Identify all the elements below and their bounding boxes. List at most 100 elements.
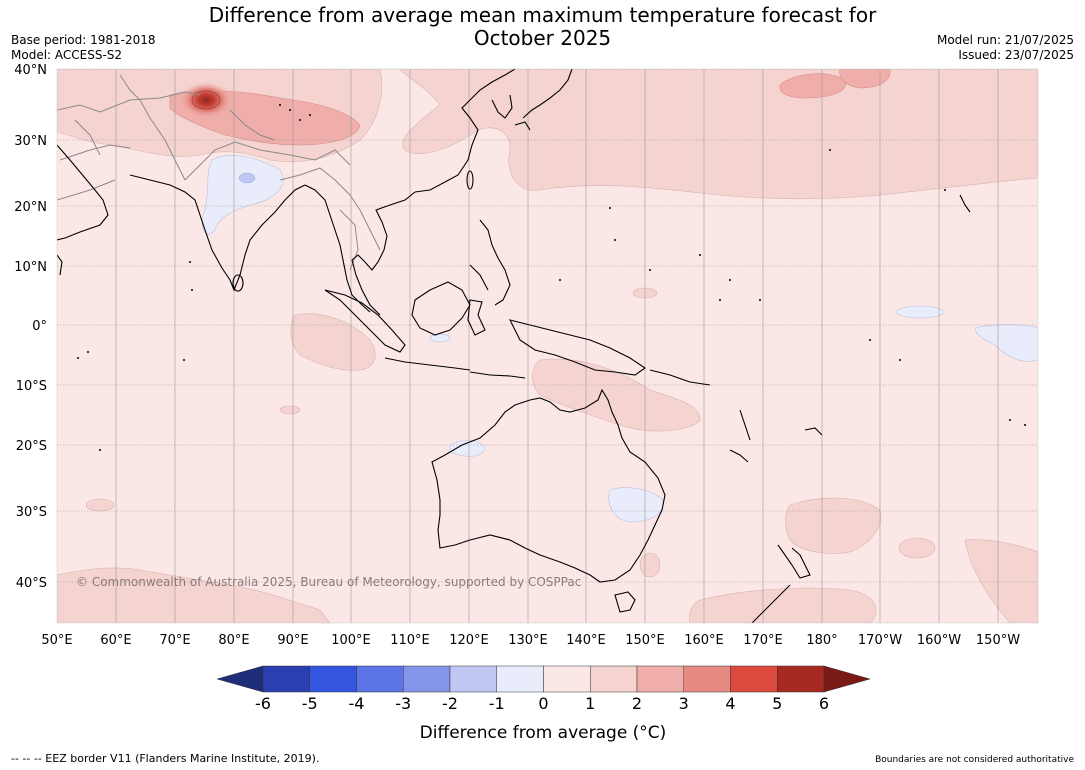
colorbar-cells [262,665,825,693]
model-name: Model: ACCESS-S2 [11,48,123,62]
anomaly-zone-south-pacific-left [57,567,331,623]
anomaly-zone-coral-sea [532,358,701,432]
coast-borneo [411,281,471,336]
lon-label: 160°W [917,633,961,648]
map-title: Difference from average mean maximum tem… [0,4,1085,50]
coast-solomon [649,369,711,386]
colorbar-tick-label: -1 [489,694,505,713]
meta-right: Model run: 21/07/2025 Issued: 23/07/2025 [937,33,1074,63]
coast-malay [351,259,381,316]
lon-label: 120°E [449,633,489,648]
coast-sulawesi [467,299,486,336]
colorbar-cell [309,665,357,693]
colorbar-cell [356,665,404,693]
colorbar-cell [403,665,451,693]
lon-label: 90°E [277,633,308,648]
lon-label: 170°E [743,633,783,648]
lon-label: 110°E [390,633,430,648]
anomaly-zone-pacific-cool [974,324,1038,362]
coast-japan [522,69,573,119]
latitude-labels: 40°N 30°N 20°N 10°N 0° 10°S 20°S 30°S 40… [14,63,47,591]
coast-australia [431,388,666,583]
anomaly-zone-tasman [689,587,877,623]
lon-label: 100°E [331,633,371,648]
lon-label: 50°E [41,633,72,648]
colorbar-arrow-high [823,665,871,693]
coast-vanuatu [739,409,751,441]
coast-japan-south [514,121,531,131]
colorbar-title: Difference from average (°C) [420,723,667,743]
coast-arabia [57,144,109,241]
coast-sumatra [324,289,406,353]
coast-bangladesh-myanmar [304,184,371,313]
coast-korea [491,94,513,119]
colorbar-arrow-low [216,665,264,693]
title-line-1: Difference from average mean maximum tem… [208,3,877,27]
colorbar-tick-label: 6 [819,694,829,713]
colorbar-cell [730,665,778,693]
colorbar-tick-label: -6 [255,694,271,713]
colorbar-tick-label: -5 [302,694,318,713]
lon-label: 150°W [976,633,1020,648]
colorbar-tick-labels: -6 -5 -4 -3 -2 -1 0 1 2 3 4 5 6 [255,694,829,713]
colorbar-cell [449,665,497,693]
gridlines [57,69,1038,623]
coast-philippines-2 [469,264,489,291]
anomaly-zone-small-4 [639,552,661,578]
issued-date: Issued: 23/07/2025 [958,48,1074,62]
lon-label: 60°E [100,633,131,648]
coast-taiwan [466,170,474,190]
coast-new-caledonia [729,449,749,463]
colorbar-cell [683,665,731,693]
lon-label: 150°E [625,633,665,648]
colorbar-tick-label: 0 [538,694,548,713]
lat-label: 30°S [16,505,47,520]
colorbar-cell [543,665,591,693]
island-dots [77,104,1026,451]
lat-label: 10°N [14,260,47,275]
copyright-text: © Commonwealth of Australia 2025, Bureau… [76,575,581,589]
colorbar-tick-label: 1 [585,694,595,713]
coast-new-zealand-north [777,544,811,579]
coastlines [57,69,971,623]
colorbar-cell [496,665,544,693]
colorbar-cell [262,665,310,693]
longitude-labels: 50°E 60°E 70°E 80°E 90°E 100°E 110°E 120… [41,633,1020,648]
colorbar-tick-label: -3 [395,694,411,713]
coast-java [384,357,471,371]
lon-label: 180° [806,633,837,648]
lat-label: 40°N [14,63,47,78]
lat-label: 0° [32,319,47,334]
anomaly-hotspot-contour [191,90,221,110]
lon-label: 80°E [218,633,249,648]
lon-label: 170°W [858,633,902,648]
coast-sri-lanka [232,274,244,292]
colorbar-tick-label: 5 [772,694,782,713]
anomaly-zone-small-2 [279,405,301,415]
anomaly-zone-pacific-cool-2 [895,305,945,319]
coast-lesser-sunda [469,371,526,379]
lat-label: 40°S [16,576,47,591]
eez-border-note: -- -- -- EEZ border V11 (Flanders Marine… [11,752,320,765]
anomaly-zone-south-east [964,539,1038,623]
coast-thailand-vietnam [351,191,416,271]
anomaly-zone-wa-cool [449,440,486,457]
lat-label: 30°N [14,134,47,149]
lat-label: 20°S [16,439,47,454]
anomaly-zone-india-cool [201,155,284,235]
coast-fiji [804,427,823,436]
anomaly-zone-southwest-pacific [785,497,882,554]
colorbar-cell [590,665,638,693]
anomaly-zone-north-pacific [399,69,1038,200]
coast-india [129,174,306,292]
anomaly-hotspot [180,82,232,118]
colorbar-tick-label: 4 [725,694,735,713]
coast-horn-africa [57,254,63,276]
title-line-2: October 2025 [473,26,612,50]
colorbar-tick-label: 2 [632,694,642,713]
colorbar-tick-label: -4 [349,694,365,713]
colorbar-cell [777,665,825,693]
map-frame [56,68,1039,624]
base-period: Base period: 1981-2018 [11,33,156,47]
anomaly-zone-pacific-cool-3 [429,333,451,343]
